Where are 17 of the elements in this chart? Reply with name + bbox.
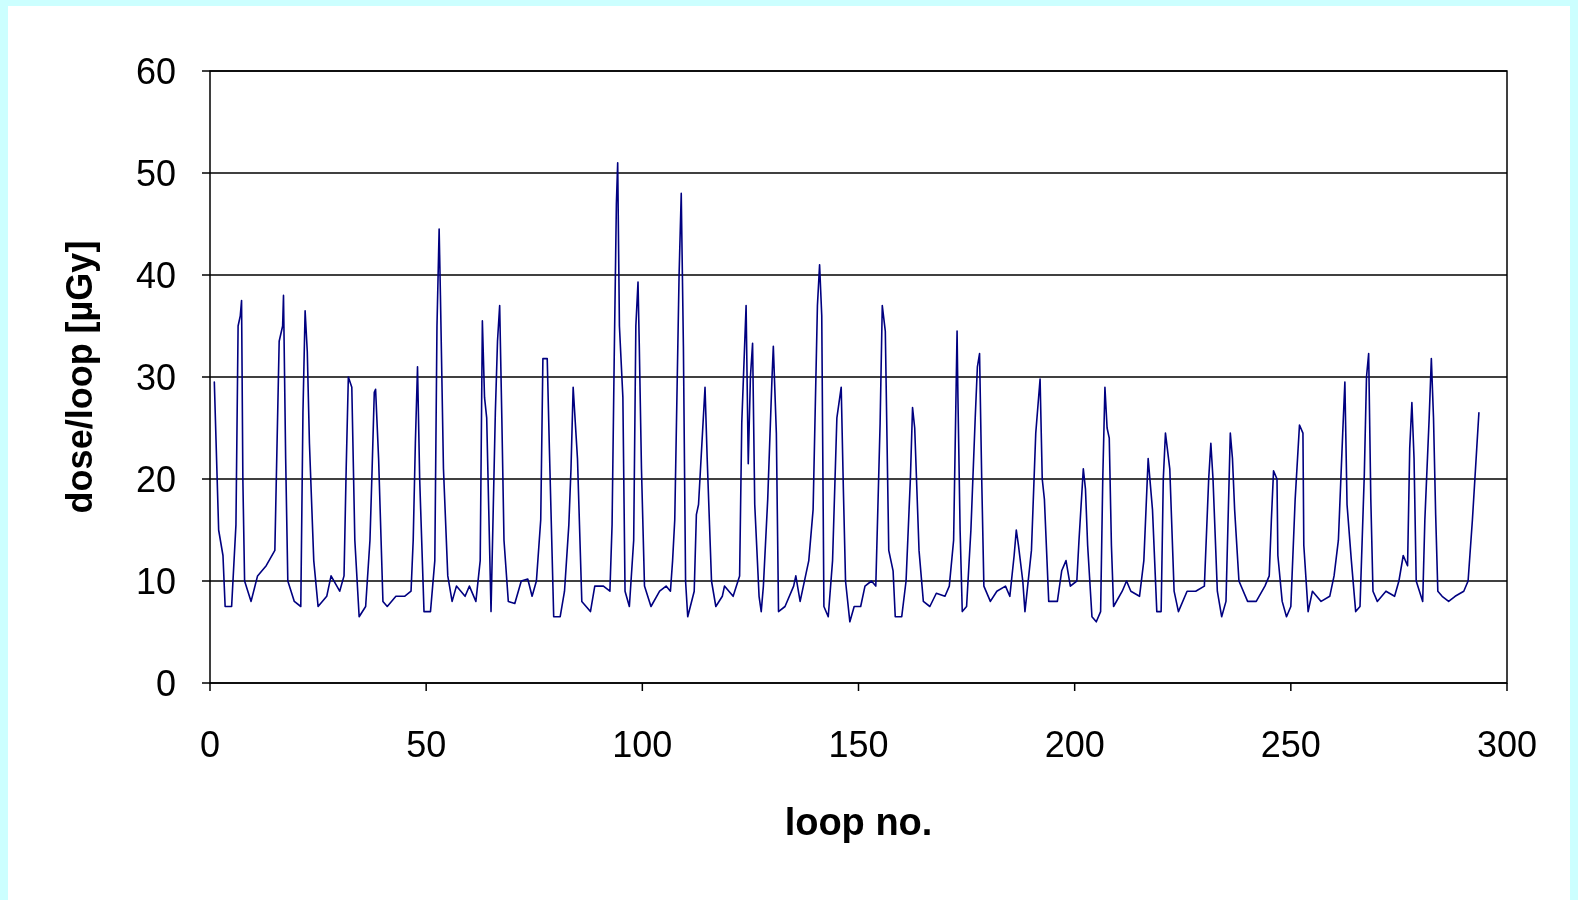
y-tick-label: 20 [135, 458, 176, 500]
x-tick-label: 250 [1260, 724, 1321, 765]
line-series [213, 162, 1480, 623]
y-tick-label: 30 [135, 356, 176, 398]
y-tick-label: 40 [135, 254, 176, 296]
y-tick-label: 10 [135, 560, 176, 602]
x-tick-label: 50 [406, 724, 447, 765]
y-axis-title: dose/loop [µGy] [59, 240, 100, 514]
x-tick-label: 300 [1476, 724, 1538, 765]
y-tick-label: 60 [135, 50, 176, 92]
x-tick-label: 150 [828, 724, 889, 765]
y-tick-label: 0 [155, 662, 176, 704]
y-tick-label: 50 [135, 152, 176, 194]
x-axis-title: loop no. [784, 801, 933, 843]
x-tick-label: 200 [1044, 724, 1105, 765]
x-tick-label: 100 [612, 724, 673, 765]
x-tick-label: 0 [199, 724, 221, 765]
